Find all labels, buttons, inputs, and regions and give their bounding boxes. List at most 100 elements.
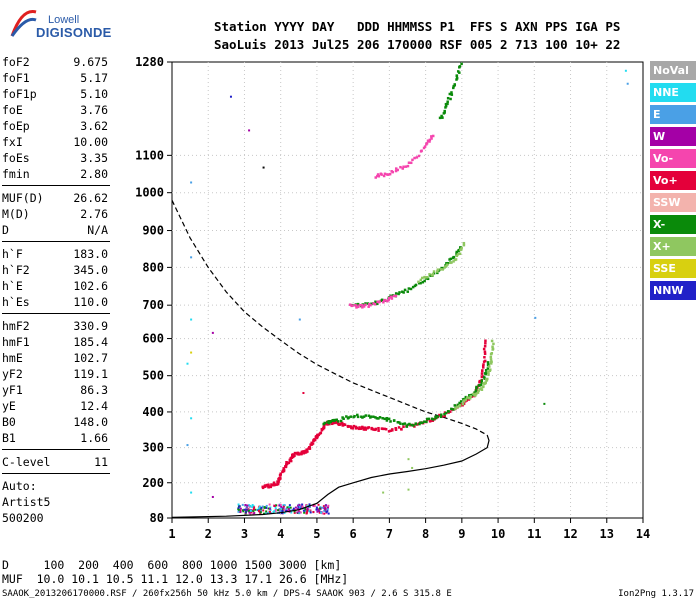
- low-band-echo: [306, 508, 309, 511]
- low-band-echo: [290, 511, 293, 514]
- parameter-label: h`F: [2, 247, 23, 261]
- echo-trace-mark: [439, 415, 443, 419]
- echo-trace-mark: [488, 365, 491, 368]
- x-tick-label: 9: [458, 527, 465, 541]
- echo-trace-mark: [378, 416, 382, 419]
- echo-trace-mark: [381, 416, 384, 420]
- parameter-row: MUF(D) 26.62: [2, 190, 110, 206]
- low-band-echo: [279, 509, 282, 512]
- echo-trace-mark: [425, 417, 429, 421]
- echo-trace-mark: [450, 93, 454, 96]
- low-band-echo: [298, 512, 301, 515]
- y-tick-label: 700: [142, 298, 164, 312]
- low-band-echo: [239, 509, 242, 512]
- legend-item-voplus: Vo+: [650, 171, 696, 190]
- echo-trace-mark: [282, 468, 286, 472]
- parameter-row: h`Es 110.0: [2, 294, 110, 310]
- echo-trace-mark: [430, 137, 433, 140]
- parameter-row: foF1 5.17: [2, 70, 110, 86]
- y-tick-label: 80: [150, 511, 164, 525]
- low-band-echo: [279, 503, 282, 506]
- echo-trace-mark: [348, 425, 351, 428]
- parameter-row: D N/A: [2, 222, 110, 238]
- echo-trace-mark: [364, 428, 368, 431]
- echo-trace-mark: [483, 350, 487, 354]
- echo-trace-mark: [401, 290, 404, 293]
- echo-trace-mark: [421, 276, 424, 280]
- parameter-value: 102.6: [73, 279, 108, 293]
- parameter-value: 119.1: [73, 367, 108, 381]
- parameter-label: B1: [2, 431, 16, 445]
- legend-item-xplus: X+: [650, 237, 696, 256]
- low-band-echo: [242, 510, 245, 513]
- echo-trace-mark: [377, 175, 381, 178]
- echo-trace-mark: [450, 91, 453, 94]
- echo-trace-mark: [455, 77, 459, 80]
- low-band-echo: [303, 511, 306, 514]
- echo-trace-mark: [421, 280, 425, 284]
- echo-trace-mark: [447, 410, 450, 413]
- parameter-value: 2.76: [80, 207, 108, 221]
- echo-trace-mark: [480, 379, 484, 382]
- echo-trace-mark: [288, 458, 292, 462]
- echo-trace-mark: [279, 472, 282, 475]
- x-tick-label: 10: [491, 527, 505, 541]
- echo-trace-mark: [374, 176, 377, 179]
- low-band-echo: [322, 505, 325, 508]
- low-band-echo: [259, 511, 262, 514]
- echo-trace-mark: [478, 387, 482, 391]
- parameter-row: yF2 119.1: [2, 366, 110, 382]
- echo-trace-mark: [458, 404, 462, 407]
- legend-item-noval: NoVal: [650, 61, 696, 80]
- echo-trace-mark: [462, 241, 466, 245]
- parameter-label: h`E: [2, 279, 23, 293]
- echo-trace-mark: [390, 295, 393, 299]
- echo-trace-mark: [486, 370, 490, 373]
- echo-trace-mark: [367, 414, 371, 418]
- model-curve-dashed: [171, 200, 488, 436]
- echo-trace-mark: [293, 451, 297, 455]
- low-band-echo: [298, 511, 301, 514]
- echo-trace-mark: [419, 421, 422, 424]
- low-band-echo: [297, 506, 300, 509]
- echo-trace-mark: [402, 291, 405, 294]
- echo-trace-mark: [456, 405, 459, 409]
- low-band-echo: [279, 507, 282, 510]
- low-band-echo: [237, 503, 240, 506]
- scatter-echo-point: [624, 69, 627, 72]
- echo-trace-mark: [467, 396, 471, 400]
- echo-trace-mark: [417, 154, 421, 158]
- scatter-echo-point: [411, 466, 414, 469]
- low-band-echo: [308, 506, 311, 509]
- echo-trace-mark: [434, 416, 438, 420]
- echo-trace-mark: [380, 173, 383, 176]
- scatter-echo-point: [186, 362, 189, 365]
- echo-trace-mark: [374, 416, 377, 419]
- echo-trace-mark: [443, 412, 446, 416]
- echo-trace-mark: [376, 302, 379, 306]
- echo-trace-mark: [323, 421, 326, 425]
- low-band-echo: [327, 504, 330, 507]
- low-band-echo: [323, 507, 326, 510]
- echo-trace-mark: [492, 342, 495, 346]
- scatter-echo-point: [190, 181, 193, 184]
- echo-trace-mark: [337, 423, 341, 426]
- echo-trace-mark: [282, 467, 285, 470]
- footer-file-info: SAAOK_2013206170000.RSF / 260fx256h 50 k…: [2, 589, 452, 599]
- parameter-row: h`E 102.6: [2, 278, 110, 294]
- scatter-echo-point: [190, 491, 193, 494]
- low-band-echo: [326, 506, 329, 509]
- echo-trace-mark: [270, 483, 273, 487]
- parameter-label: h`Es: [2, 295, 30, 309]
- low-band-echo: [248, 509, 251, 512]
- low-band-echo: [318, 507, 321, 510]
- low-band-echo: [317, 503, 320, 506]
- echo-trace-mark: [362, 428, 366, 431]
- low-band-echo: [308, 503, 311, 506]
- echo-trace-mark: [381, 427, 385, 431]
- echo-trace-mark: [408, 422, 411, 426]
- scatter-echo-point: [190, 318, 193, 321]
- scatter-echo-point: [211, 331, 214, 334]
- low-band-echo: [282, 506, 285, 509]
- low-band-echo: [244, 504, 247, 507]
